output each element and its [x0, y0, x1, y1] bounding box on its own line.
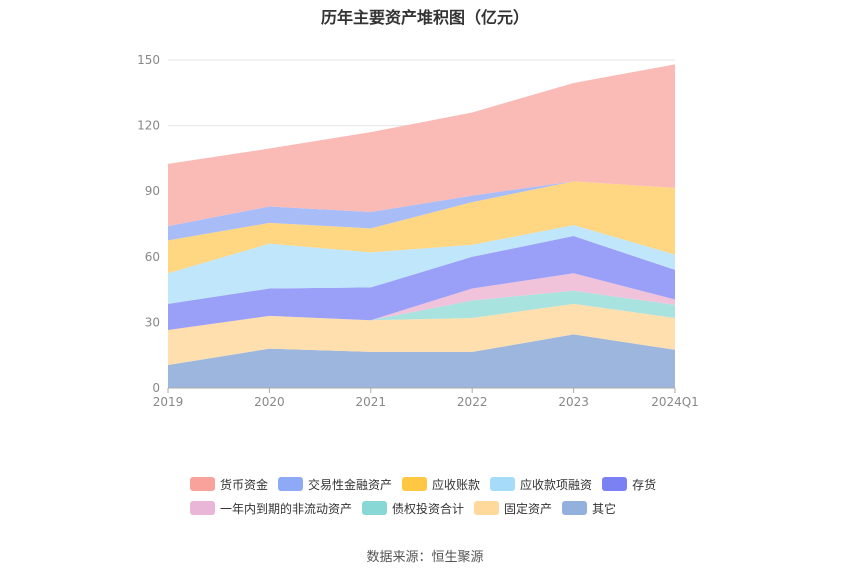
- y-tick-label: 120: [137, 119, 160, 133]
- legend: 货币资金 交易性金融资产 应收账款 应收款项融资 存货 一年内到期的非流动资产 债权投资合…: [190, 472, 690, 520]
- legend-row: 货币资金 交易性金融资产 应收账款 应收款项融资 存货: [190, 472, 690, 496]
- area-series-3: [168, 273, 675, 331]
- legend-item[interactable]: 货币资金: [190, 476, 268, 493]
- legend-label: 一年内到期的非流动资产: [220, 501, 353, 516]
- x-tick-label: 2019: [153, 395, 184, 409]
- legend-item[interactable]: 应收款项融资: [490, 476, 592, 493]
- legend-swatch: [190, 501, 215, 515]
- legend-swatch: [362, 501, 388, 515]
- legend-label: 债权投资合计: [392, 501, 465, 516]
- legend-swatch: [402, 477, 428, 491]
- area-series-6: [168, 181, 675, 274]
- y-tick-label: 0: [152, 381, 160, 395]
- area-series-5: [168, 225, 675, 304]
- legend-label: 存货: [632, 477, 657, 492]
- chart-title: 历年主要资产堆积图（亿元）: [320, 8, 529, 27]
- x-tick-label: 2020: [254, 395, 285, 409]
- area-series-2: [168, 290, 675, 331]
- x-tick-label: 2024Q1: [651, 395, 699, 409]
- legend-item[interactable]: 交易性金融资产: [278, 476, 392, 493]
- x-tick-label: 2021: [356, 395, 387, 409]
- legend-row: 一年内到期的非流动资产 债权投资合计 固定资产 其它: [190, 496, 690, 520]
- data-source: 数据来源：恒生聚源: [366, 550, 484, 565]
- area-series-4: [168, 236, 675, 331]
- y-tick-label: 150: [137, 53, 160, 67]
- legend-label: 其它: [592, 501, 617, 516]
- area-series-0: [168, 334, 675, 388]
- legend-swatch: [490, 477, 516, 491]
- area-series-8: [168, 64, 675, 227]
- x-tick-label: 2023: [558, 395, 589, 409]
- area-series: [168, 64, 675, 388]
- area-series-1: [168, 303, 675, 366]
- legend-label: 应收账款: [432, 477, 481, 492]
- stacked-area-chart: 0 30 60 90 120 150 2019 2020 2021 2022 2023 2024Q1: [137, 53, 699, 409]
- legend-swatch: [602, 477, 628, 491]
- legend-label: 固定资产: [504, 501, 553, 516]
- y-tick-label: 90: [145, 184, 160, 198]
- area-series-7: [168, 181, 675, 241]
- y-tick-label: 30: [145, 315, 160, 329]
- legend-swatch: [190, 477, 215, 491]
- legend-item[interactable]: 债权投资合计: [362, 500, 464, 517]
- legend-swatch: [562, 501, 588, 515]
- legend-label: 应收款项融资: [520, 477, 593, 492]
- legend-swatch: [278, 477, 304, 491]
- legend-label: 交易性金融资产: [308, 477, 393, 492]
- legend-item[interactable]: 一年内到期的非流动资产: [190, 500, 352, 517]
- legend-swatch: [474, 501, 500, 515]
- y-tick-label: 60: [145, 250, 160, 264]
- legend-item[interactable]: 存货: [602, 476, 656, 493]
- legend-item[interactable]: 固定资产: [474, 500, 552, 517]
- legend-item[interactable]: 应收账款: [402, 476, 480, 493]
- axes: 0 30 60 90 120 150 2019 2020 2021 2022 2023 2024Q1: [137, 53, 699, 409]
- legend-label: 货币资金: [220, 477, 269, 492]
- legend-item[interactable]: 其它: [562, 500, 616, 517]
- x-tick-label: 2022: [457, 395, 488, 409]
